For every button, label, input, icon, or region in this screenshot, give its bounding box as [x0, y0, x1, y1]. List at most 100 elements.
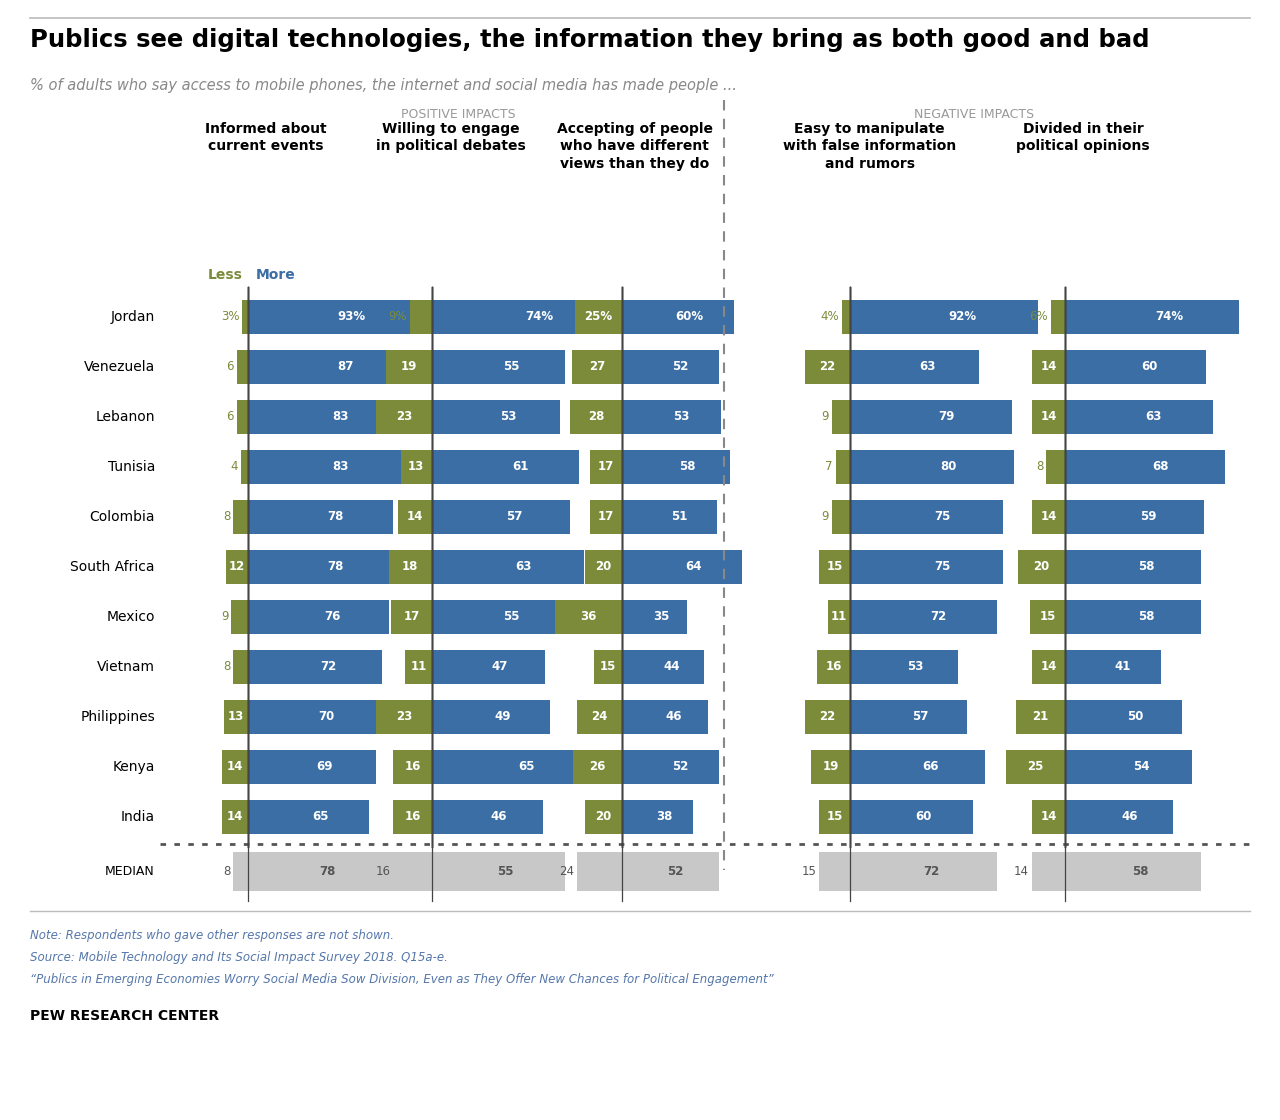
Text: 20: 20: [595, 560, 612, 573]
Text: India: India: [120, 810, 155, 824]
Bar: [622, 700, 708, 734]
Text: 13: 13: [228, 710, 244, 724]
Text: 66: 66: [923, 760, 940, 774]
Bar: [248, 349, 410, 384]
Text: 60: 60: [1142, 361, 1158, 373]
Text: Kenya: Kenya: [113, 760, 155, 774]
Bar: [827, 600, 850, 634]
Text: 55: 55: [503, 610, 520, 624]
Text: 15: 15: [600, 661, 616, 673]
Text: 4%: 4%: [820, 310, 838, 324]
Bar: [590, 500, 622, 534]
Text: 74%: 74%: [525, 310, 553, 324]
Text: 60%: 60%: [676, 310, 704, 324]
Bar: [232, 600, 248, 634]
Bar: [398, 500, 433, 534]
Text: 14: 14: [1014, 865, 1029, 878]
Bar: [570, 400, 622, 435]
Bar: [812, 750, 850, 784]
Text: Accepting of people
who have different
views than they do: Accepting of people who have different v…: [557, 122, 713, 170]
Bar: [433, 800, 543, 834]
Bar: [850, 300, 1038, 334]
Bar: [1065, 650, 1161, 684]
Bar: [622, 400, 721, 435]
Text: Less: Less: [209, 268, 243, 282]
Text: Philippines: Philippines: [81, 710, 155, 724]
Text: 27: 27: [589, 361, 605, 373]
Bar: [819, 852, 850, 892]
Text: 6: 6: [227, 411, 234, 423]
Bar: [850, 450, 1014, 484]
Text: 14: 14: [1041, 361, 1057, 373]
Text: 8: 8: [1036, 460, 1043, 474]
Text: More: More: [256, 268, 296, 282]
Text: 38: 38: [657, 811, 673, 823]
Text: 52: 52: [667, 865, 684, 878]
Text: 16: 16: [375, 865, 390, 878]
Bar: [248, 600, 389, 634]
Bar: [401, 450, 433, 484]
Text: 46: 46: [1121, 811, 1138, 823]
Bar: [224, 700, 248, 734]
Bar: [850, 500, 1004, 534]
Text: South Africa: South Africa: [70, 560, 155, 573]
Text: 9: 9: [820, 511, 828, 523]
Bar: [406, 650, 433, 684]
Text: 6: 6: [227, 361, 234, 373]
Text: 72: 72: [320, 661, 337, 673]
Text: 25%: 25%: [585, 310, 613, 324]
Text: 12: 12: [229, 560, 244, 573]
Text: POSITIVE IMPACTS: POSITIVE IMPACTS: [401, 108, 516, 121]
Bar: [819, 800, 850, 834]
Bar: [1065, 700, 1183, 734]
Bar: [1032, 650, 1065, 684]
Bar: [850, 650, 959, 684]
Text: 19: 19: [401, 361, 417, 373]
Bar: [1065, 800, 1172, 834]
Bar: [571, 349, 622, 384]
Bar: [573, 750, 622, 784]
Bar: [1032, 852, 1065, 892]
Text: 70: 70: [317, 710, 334, 724]
Text: 9: 9: [820, 411, 828, 423]
Bar: [622, 349, 719, 384]
Bar: [433, 450, 580, 484]
Text: 8: 8: [223, 865, 230, 878]
Text: Publics see digital technologies, the information they bring as both good and ba: Publics see digital technologies, the in…: [29, 28, 1149, 52]
Bar: [433, 700, 550, 734]
Text: Venezuela: Venezuela: [83, 360, 155, 374]
Text: 14: 14: [1041, 511, 1057, 523]
Text: 23: 23: [396, 411, 412, 423]
Text: 72: 72: [923, 865, 940, 878]
Text: 11: 11: [411, 661, 426, 673]
Text: 79: 79: [938, 411, 955, 423]
Text: 58: 58: [1138, 560, 1155, 573]
Bar: [622, 450, 731, 484]
Text: 22: 22: [819, 361, 836, 373]
Bar: [622, 852, 719, 892]
Text: % of adults who say access to mobile phones, the internet and social media has m: % of adults who say access to mobile pho…: [29, 78, 737, 93]
Bar: [622, 600, 687, 634]
Text: 7: 7: [826, 460, 833, 474]
Text: 11: 11: [831, 610, 847, 624]
Text: Colombia: Colombia: [90, 510, 155, 524]
Text: 15: 15: [827, 560, 842, 573]
Bar: [850, 700, 966, 734]
Text: 55: 55: [503, 361, 520, 373]
Text: 50: 50: [1128, 710, 1143, 724]
Text: Jordan: Jordan: [111, 310, 155, 324]
Bar: [622, 500, 717, 534]
Text: 16: 16: [404, 811, 421, 823]
Bar: [1006, 750, 1065, 784]
Bar: [433, 500, 570, 534]
Bar: [819, 550, 850, 584]
Bar: [389, 550, 433, 584]
Bar: [1065, 600, 1201, 634]
Text: 58: 58: [678, 460, 695, 474]
Bar: [433, 349, 564, 384]
Text: 93%: 93%: [338, 310, 366, 324]
Text: 69: 69: [316, 760, 333, 774]
Text: 14: 14: [407, 511, 424, 523]
Bar: [433, 400, 559, 435]
Text: Divided in their
political opinions: Divided in their political opinions: [1016, 122, 1151, 153]
